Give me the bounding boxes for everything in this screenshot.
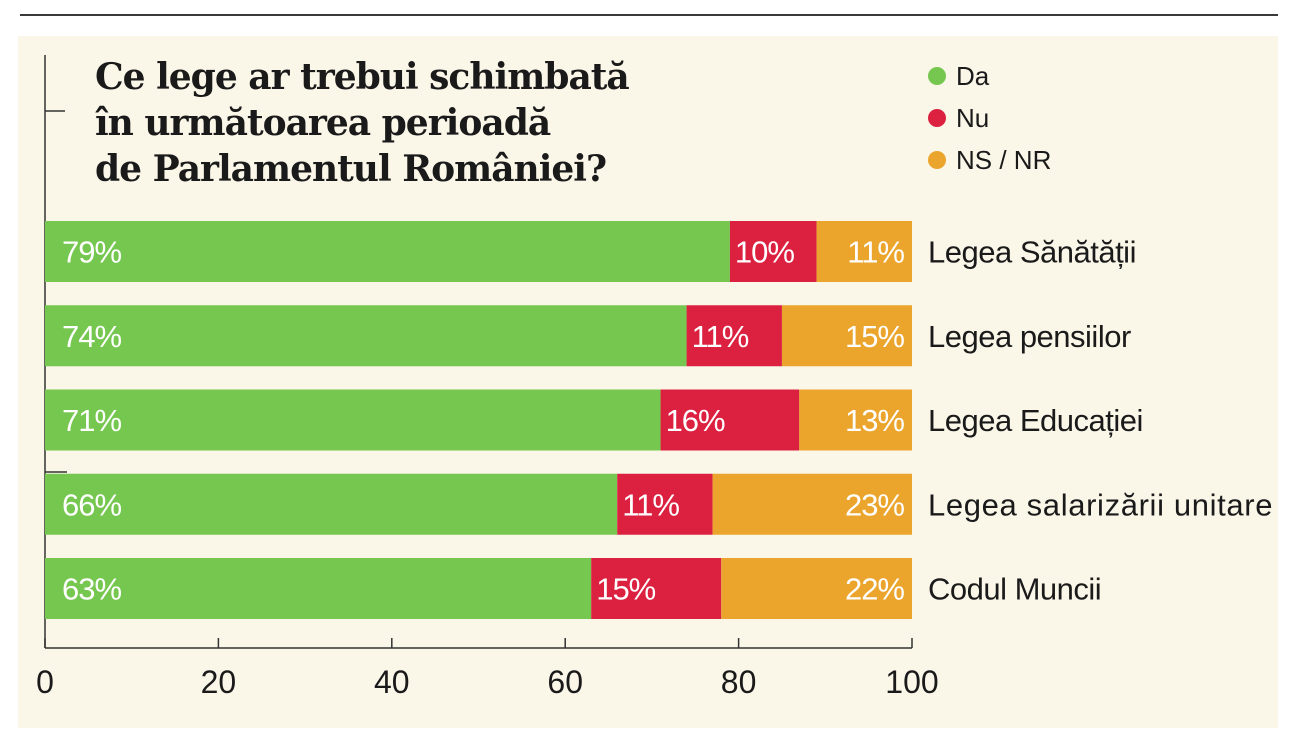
bar-segment-ns-nr-legea-salariz-rii-unitare xyxy=(712,473,912,535)
bar-segment-nu-codul-muncii xyxy=(591,558,722,619)
legend-swatch-nu xyxy=(928,109,946,127)
bar-segment-da-legea-s-n-t-ii xyxy=(45,221,730,282)
data-label-da-legea-pensiilor: 74% xyxy=(62,319,121,354)
bar-segment-ns-nr-legea-pensiilor xyxy=(781,305,912,367)
legend-item-nu: Nu xyxy=(928,97,1051,139)
chart-title-line-1: Ce lege ar trebui schimbată xyxy=(95,56,630,98)
bar-segment-ns-nr-codul-muncii xyxy=(721,558,912,619)
x-tick-label-0: 0 xyxy=(36,664,54,700)
bar-segment-nu-legea-salariz-rii-unitare xyxy=(617,473,713,535)
legend-item-ns-nr: NS / NR xyxy=(928,139,1051,181)
legend-swatch-ns-nr xyxy=(928,151,946,169)
top-rule xyxy=(20,14,1278,16)
bar-segment-da-codul-muncii xyxy=(45,558,592,619)
bar-segment-nu-legea-pensiilor xyxy=(686,305,782,367)
data-label-nu-legea-educa-iei: 16% xyxy=(666,403,725,438)
chart-title-line-3: de Parlamentul României? xyxy=(95,148,607,190)
x-tick-label-40: 40 xyxy=(374,664,410,700)
data-label-da-legea-s-n-t-ii: 79% xyxy=(62,235,121,270)
legend-label-ns-nr: NS / NR xyxy=(956,144,1052,175)
data-label-nu-legea-s-n-t-ii: 10% xyxy=(735,235,794,270)
category-label-legea-educa-iei: Legea Educației xyxy=(928,403,1143,438)
data-label-da-legea-salariz-rii-unitare: 66% xyxy=(62,487,121,522)
bar-segment-ns-nr-legea-s-n-t-ii xyxy=(816,221,912,282)
data-label-nu-legea-salariz-rii-unitare: 11% xyxy=(622,487,679,522)
chart-legend: Da Nu NS / NR xyxy=(928,55,1051,181)
bar-segment-da-legea-educa-iei xyxy=(45,389,661,451)
x-tick-label-20: 20 xyxy=(201,664,237,700)
legend-label-nu: Nu xyxy=(956,102,990,133)
data-label-ns-nr-legea-pensiilor: 15% xyxy=(845,319,904,354)
data-label-ns-nr-legea-educa-iei: 13% xyxy=(845,403,904,438)
data-label-da-codul-muncii: 63% xyxy=(62,572,121,607)
category-label-legea-salariz-rii-unitare: Legea salarizării unitare xyxy=(928,487,1272,522)
legend-item-da: Da xyxy=(928,55,1051,97)
bar-segment-nu-legea-s-n-t-ii xyxy=(729,221,817,282)
legend-label-da: Da xyxy=(956,60,990,91)
category-label-legea-s-n-t-ii: Legea Sănătății xyxy=(928,235,1136,270)
data-label-nu-legea-pensiilor: 11% xyxy=(692,319,749,354)
category-label-codul-muncii: Codul Muncii xyxy=(928,572,1101,607)
category-label-legea-pensiilor: Legea pensiilor xyxy=(928,319,1131,354)
data-label-ns-nr-legea-s-n-t-ii: 11% xyxy=(847,235,904,270)
x-tick-label-100: 100 xyxy=(885,664,938,700)
data-label-ns-nr-codul-muncii: 22% xyxy=(845,572,904,607)
bar-segment-ns-nr-legea-educa-iei xyxy=(799,389,912,451)
bar-segment-da-legea-salariz-rii-unitare xyxy=(45,473,618,535)
data-label-ns-nr-legea-salariz-rii-unitare: 23% xyxy=(845,487,904,522)
bar-segment-nu-legea-educa-iei xyxy=(660,389,800,451)
chart-title: Ce lege ar trebui schimbată în următoare… xyxy=(95,54,815,192)
legend-swatch-da xyxy=(928,67,946,85)
chart-title-line-2: în următoarea perioadă xyxy=(95,102,551,144)
bar-segment-da-legea-pensiilor xyxy=(45,305,687,367)
x-tick-label-80: 80 xyxy=(721,664,757,700)
data-label-nu-codul-muncii: 15% xyxy=(596,572,655,607)
x-tick-label-60: 60 xyxy=(547,664,583,700)
data-label-da-legea-educa-iei: 71% xyxy=(62,403,121,438)
